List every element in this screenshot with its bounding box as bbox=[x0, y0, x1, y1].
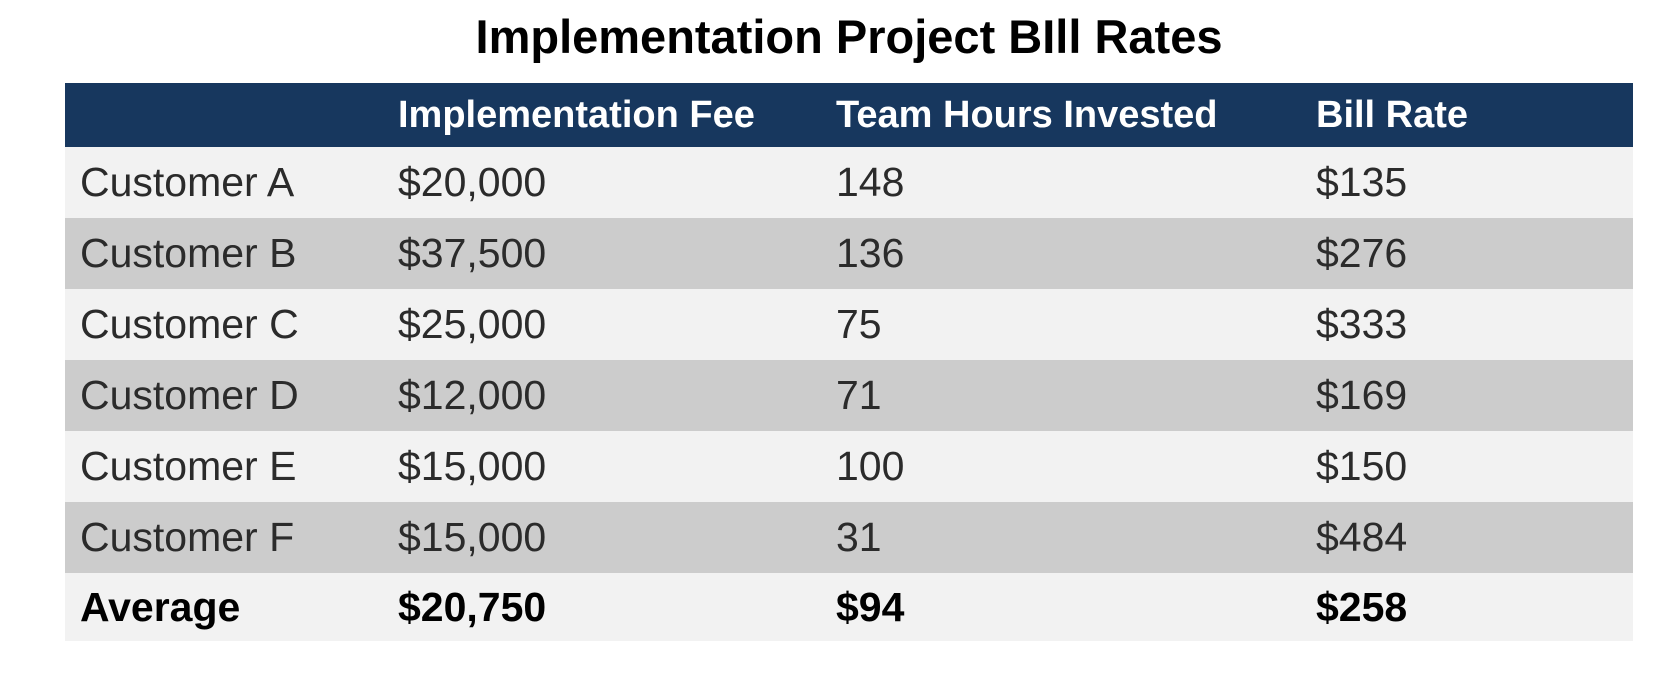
hours-cell: 136 bbox=[836, 230, 905, 276]
row-label-cell: Customer A bbox=[80, 159, 295, 205]
row-label-cell: Customer C bbox=[80, 301, 299, 347]
table-header-row: Implementation Fee Team Hours Invested B… bbox=[65, 83, 1633, 147]
rate-cell: $484 bbox=[1316, 514, 1408, 560]
rate-cell: $169 bbox=[1316, 372, 1408, 418]
row-label-cell: Customer F bbox=[80, 514, 295, 560]
row-label-cell: Customer E bbox=[80, 443, 297, 489]
hours-cell: 100 bbox=[836, 443, 905, 489]
table-title: Implementation Project BIll Rates bbox=[475, 10, 1223, 63]
fee-cell: $15,000 bbox=[398, 514, 547, 560]
hours-cell: 148 bbox=[836, 159, 905, 205]
rate-cell: $150 bbox=[1316, 443, 1408, 489]
fee-cell: $20,750 bbox=[398, 583, 547, 630]
column-header-team-hours-invested: Team Hours Invested bbox=[836, 93, 1218, 136]
rate-cell: $135 bbox=[1316, 159, 1408, 205]
table-row-customer-c: Customer C $25,000 75 $333 bbox=[65, 289, 1633, 360]
fee-cell: $15,000 bbox=[398, 443, 547, 489]
bill-rates-table: Implementation Fee Team Hours Invested B… bbox=[65, 83, 1633, 641]
table-row-customer-f: Customer F $15,000 31 $484 bbox=[65, 502, 1633, 573]
rate-cell: $333 bbox=[1316, 301, 1408, 347]
fee-cell: $25,000 bbox=[398, 301, 547, 347]
row-label-cell: Average bbox=[80, 583, 241, 630]
table-row-customer-e: Customer E $15,000 100 $150 bbox=[65, 431, 1633, 502]
fee-cell: $12,000 bbox=[398, 372, 547, 418]
table-row-customer-d: Customer D $12,000 71 $169 bbox=[65, 360, 1633, 431]
table-row-average: Average $20,750 $94 $258 bbox=[65, 573, 1633, 641]
row-label-cell: Customer B bbox=[80, 230, 297, 276]
column-header-blank bbox=[65, 83, 386, 147]
column-header-implementation-fee: Implementation Fee bbox=[398, 93, 755, 136]
rate-cell: $276 bbox=[1316, 230, 1408, 276]
hours-cell: $94 bbox=[836, 583, 905, 630]
table-row-customer-b: Customer B $37,500 136 $276 bbox=[65, 218, 1633, 289]
column-header-bill-rate: Bill Rate bbox=[1316, 93, 1469, 136]
fee-cell: $20,000 bbox=[398, 159, 547, 205]
hours-cell: 71 bbox=[836, 372, 882, 418]
table-row-customer-a: Customer A $20,000 148 $135 bbox=[65, 147, 1633, 218]
row-label-cell: Customer D bbox=[80, 372, 299, 418]
fee-cell: $37,500 bbox=[398, 230, 547, 276]
hours-cell: 31 bbox=[836, 514, 882, 560]
hours-cell: 75 bbox=[836, 301, 882, 347]
rate-cell: $258 bbox=[1316, 583, 1408, 630]
